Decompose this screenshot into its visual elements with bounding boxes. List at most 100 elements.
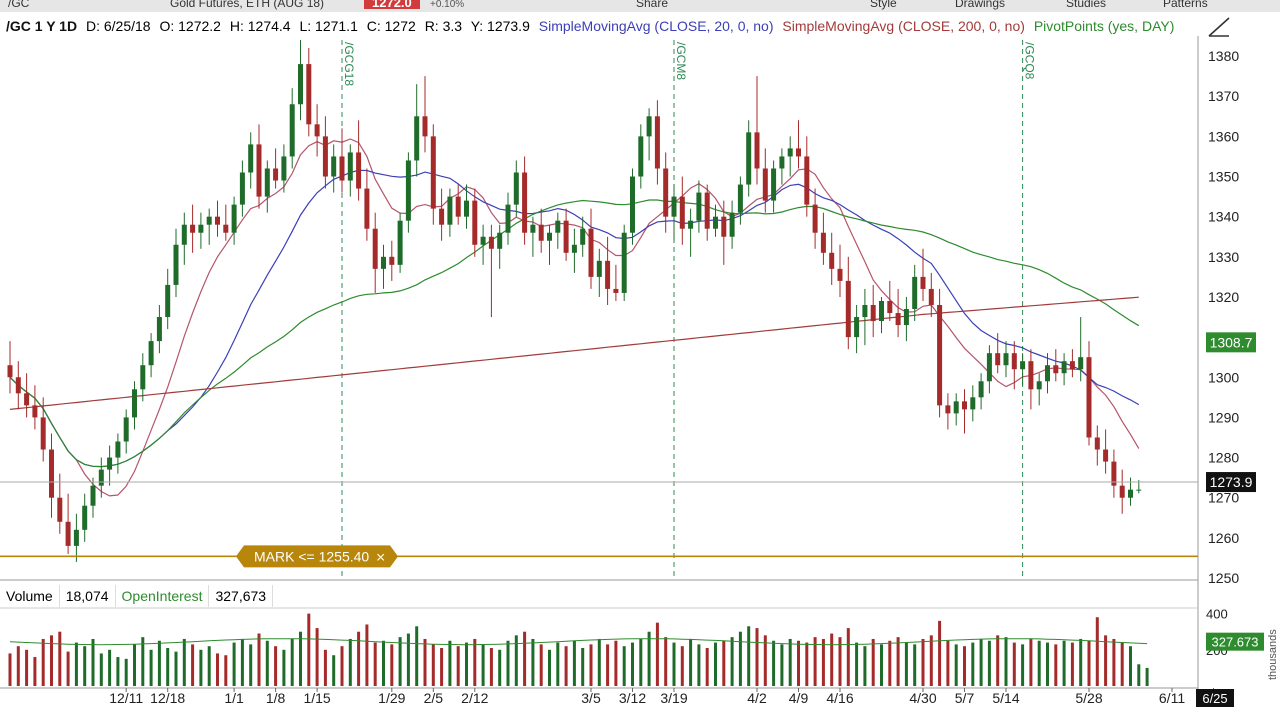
candle-down — [837, 268, 843, 281]
candle-up — [696, 192, 702, 221]
expiry-label: /GCG18 — [342, 42, 356, 86]
volume-bar — [133, 644, 136, 686]
change-percent: +0.10% — [430, 0, 465, 10]
y-tick-label: 1280 — [1208, 450, 1239, 466]
candle-down — [24, 393, 30, 406]
volume-label[interactable]: Volume — [0, 585, 60, 607]
candle-down — [273, 168, 279, 181]
drawing-tool-icon[interactable] — [1206, 14, 1232, 40]
volume-bar — [738, 631, 742, 686]
volume-bar — [788, 638, 792, 686]
axes: 1250126012701280129013001310132013301340… — [109, 48, 1279, 706]
bar-high: H: 1274.4 — [229, 18, 291, 34]
candle-up — [123, 417, 129, 442]
volume-bar — [257, 633, 261, 686]
volume-bar — [747, 626, 751, 686]
volume-bar — [1129, 646, 1132, 686]
volume-bar — [514, 635, 518, 686]
candle-up — [107, 457, 113, 470]
candle-up — [746, 132, 752, 185]
candle-up — [264, 168, 270, 197]
volume-bar — [863, 646, 867, 686]
x-tick-label: 2/12 — [461, 690, 488, 706]
volume-bar — [74, 642, 78, 686]
volume-bar — [440, 648, 444, 686]
drawings-button[interactable]: Drawings — [955, 0, 1006, 10]
volume-bar — [191, 644, 195, 686]
volume-bar — [705, 648, 709, 686]
volume-bar — [357, 631, 361, 686]
volume-bar — [174, 651, 178, 686]
candle-up — [513, 172, 519, 205]
alert-close-icon[interactable]: × — [376, 549, 385, 566]
share-button[interactable]: Share — [636, 0, 669, 10]
candle-up — [638, 136, 644, 177]
candle-up — [298, 64, 303, 105]
candle-up — [181, 224, 187, 245]
study-label-pivot[interactable]: PivotPoints (yes, DAY) — [1033, 18, 1175, 34]
volume-bar — [33, 657, 37, 686]
volume-bar — [265, 640, 269, 686]
volume-bar — [888, 640, 892, 686]
candle-up — [1061, 361, 1067, 374]
volume-bar — [689, 638, 693, 686]
current-date-box — [1196, 689, 1234, 707]
volume-header: Volume 18,074 OpenInterest 327,673 — [0, 585, 1200, 607]
x-tick-label: 5/14 — [992, 690, 1019, 706]
volume-bar — [971, 642, 975, 686]
candle-down — [1111, 461, 1117, 486]
study-label-sma20[interactable]: SimpleMovingAvg (CLOSE, 20, 0, no) — [538, 18, 774, 34]
volume-bar — [481, 644, 485, 686]
expiry-label: /GCM8 — [674, 42, 688, 80]
x-tick-label: 4/2 — [747, 690, 767, 706]
candle-up — [381, 256, 386, 269]
volume-bar — [8, 653, 12, 686]
study-label-sma200[interactable]: SimpleMovingAvg (CLOSE, 200, 0, no) — [782, 18, 1025, 34]
candle-down — [654, 116, 660, 169]
candle-up — [98, 469, 104, 486]
volume-bar — [149, 649, 153, 686]
candle-up — [787, 148, 793, 157]
symbol-field-fragment[interactable]: /GC — [8, 0, 30, 10]
volume-bar — [589, 644, 593, 686]
volume-bar — [979, 638, 983, 686]
bar-range: R: 3.3 — [424, 18, 463, 34]
volume-bar — [141, 637, 145, 686]
style-button[interactable]: Style — [870, 0, 897, 10]
chart-symbol[interactable]: /GC 1 Y 1D — [6, 18, 78, 34]
volume-bar — [456, 646, 460, 686]
candle-up — [505, 204, 511, 233]
y-tick-label: 1350 — [1208, 169, 1239, 185]
candle-up — [729, 212, 735, 237]
volume-bar — [323, 649, 327, 686]
candle-down — [7, 365, 13, 378]
volume-bar — [232, 642, 236, 686]
volume-bar — [821, 638, 825, 686]
volume-bar — [730, 637, 734, 686]
current-date-label: 6/25 — [1202, 691, 1227, 706]
candle-up — [903, 309, 909, 326]
volume-bar — [1087, 640, 1091, 686]
candle-down — [455, 196, 461, 217]
oi-marker-label: 327.673 — [1212, 635, 1259, 650]
candle-up — [148, 341, 154, 366]
volume-bar — [1037, 640, 1041, 686]
candle-down — [588, 228, 594, 277]
volume-bar — [1012, 642, 1016, 686]
volume-bar — [473, 638, 477, 686]
candle-down — [65, 521, 71, 546]
volume-bar — [946, 640, 950, 686]
candle-down — [820, 232, 826, 253]
volume-bar — [249, 644, 253, 686]
volume-bar — [1112, 638, 1116, 686]
volume-bar — [332, 655, 336, 686]
candle-up — [414, 116, 420, 161]
volume-bar — [904, 642, 908, 686]
open-interest-label[interactable]: OpenInterest — [116, 585, 210, 607]
volume-bar — [921, 638, 925, 686]
patterns-button[interactable]: Patterns — [1163, 0, 1208, 10]
volume-bar — [913, 644, 917, 686]
bar-date: D: 6/25/18 — [85, 18, 151, 34]
studies-button[interactable]: Studies — [1066, 0, 1107, 10]
